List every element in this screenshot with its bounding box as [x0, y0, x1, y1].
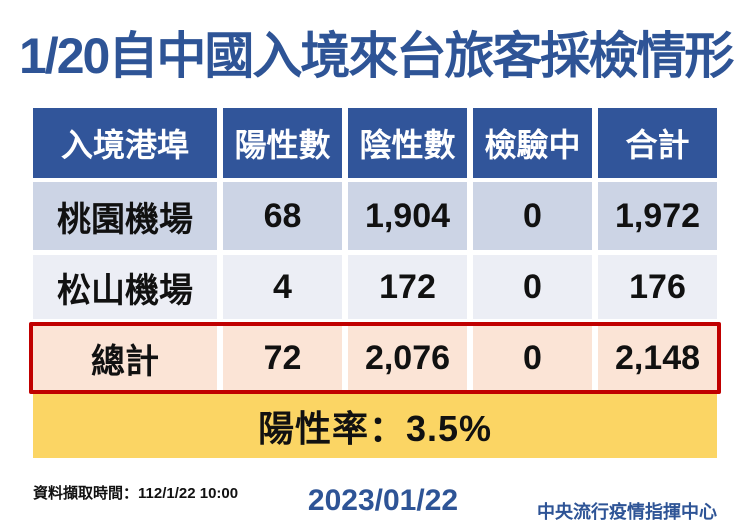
positivity-rate-text: 陽性率：3.5%	[257, 408, 493, 449]
header-cell-negative: 陰性數	[348, 108, 467, 178]
report-date: 2023/01/22	[307, 484, 459, 517]
cell-port: 桃園機場	[33, 182, 217, 250]
cell-positive: 4	[223, 255, 342, 319]
cell-positive: 72	[223, 326, 342, 390]
table-row-total: 總計 72 2,076 0 2,148	[33, 326, 717, 390]
cell-pending: 0	[473, 182, 592, 250]
table-row-taoyuan: 桃園機場 68 1,904 0 1,972	[33, 182, 717, 250]
total-row-highlight-border: 總計 72 2,076 0 2,148	[29, 322, 721, 394]
cell-total: 1,972	[598, 182, 717, 250]
cell-total: 2,148	[598, 326, 717, 390]
header-cell-total: 合計	[598, 108, 717, 178]
cell-pending: 0	[473, 255, 592, 319]
cell-pending: 0	[473, 326, 592, 390]
cell-negative: 2,076	[348, 326, 467, 390]
data-capture-time: 資料擷取時間：112/1/22 10:00	[33, 485, 239, 502]
cell-negative: 172	[348, 255, 467, 319]
cell-negative: 1,904	[348, 182, 467, 250]
footer: 資料擷取時間：112/1/22 10:00 2023/01/22 中央流行疫情指…	[0, 458, 750, 531]
header-cell-port: 入境港埠	[33, 108, 217, 178]
slide: 1/20自中國入境來台旅客採檢情形 入境港埠 陽性數 陰性數 檢驗中 合計 桃園…	[0, 26, 750, 531]
page-title: 1/20自中國入境來台旅客採檢情形	[19, 28, 734, 84]
positivity-rate-banner: 陽性率：3.5%	[33, 394, 717, 458]
agency-name: 中央流行疫情指揮中心	[537, 502, 717, 522]
header-cell-positive: 陽性數	[223, 108, 342, 178]
table-header-row: 入境港埠 陽性數 陰性數 檢驗中 合計	[33, 108, 717, 178]
cell-total: 176	[598, 255, 717, 319]
cell-positive: 68	[223, 182, 342, 250]
cell-port: 總計	[33, 326, 217, 390]
header-cell-pending: 檢驗中	[473, 108, 592, 178]
cell-port: 松山機場	[33, 255, 217, 319]
table-row-songshan: 松山機場 4 172 0 176	[33, 255, 717, 319]
data-table: 入境港埠 陽性數 陰性數 檢驗中 合計 桃園機場 68 1,904 0 1,97…	[29, 108, 721, 394]
